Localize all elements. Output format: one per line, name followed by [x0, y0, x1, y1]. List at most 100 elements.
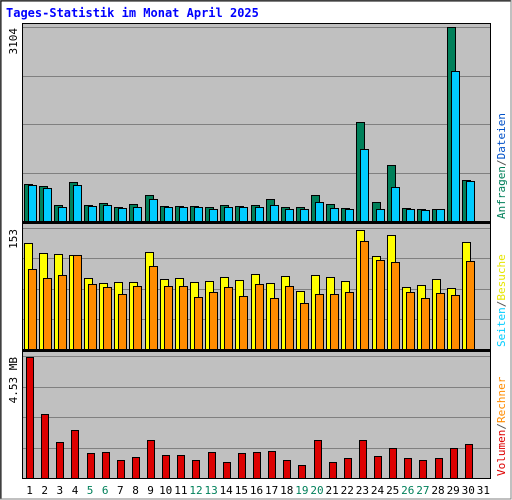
bar-volumen-day-10 — [162, 455, 170, 479]
y-max-label-bottom: 4.53 MB — [7, 357, 20, 404]
bar-dateien-day-6 — [103, 205, 112, 222]
x-tick-label-day-31: 31 — [477, 484, 490, 497]
bar-seiten-day-21 — [330, 294, 339, 350]
bar-seiten-day-28 — [436, 293, 445, 350]
x-tick-label-day-5: 5 — [87, 484, 94, 497]
x-tick-label-day-28: 28 — [431, 484, 444, 497]
bar-dateien-day-5 — [88, 206, 97, 222]
x-tick-label-day-6: 6 — [102, 484, 109, 497]
bar-volumen-day-1 — [26, 357, 34, 479]
grid-layer — [22, 27, 491, 449]
bar-volumen-day-25 — [389, 448, 397, 479]
bar-volumen-day-16 — [253, 452, 261, 479]
bar-seiten-day-1 — [28, 269, 37, 350]
plot-area — [22, 23, 491, 479]
side-legend: Anfragen/DateienSeiten/BesucheVolumen/Re… — [495, 113, 508, 476]
bar-seiten-day-20 — [315, 294, 324, 350]
x-tick-label-day-7: 7 — [117, 484, 124, 497]
y-axis-max-labels: 3104 153 4.53 MB — [7, 28, 20, 404]
x-tick-label-day-21: 21 — [325, 484, 338, 497]
bar-volumen-day-24 — [374, 456, 382, 479]
bar-seiten-day-22 — [345, 292, 354, 350]
bar-volumen-day-4 — [71, 430, 79, 479]
bar-volumen-day-2 — [41, 414, 49, 479]
bar-seiten-day-30 — [466, 261, 475, 350]
bar-volumen-day-28 — [435, 458, 443, 479]
x-tick-label-day-22: 22 — [341, 484, 354, 497]
side-legend-part: Anfragen — [495, 166, 508, 219]
bar-volumen-day-15 — [238, 453, 246, 479]
bar-volumen-day-18 — [283, 460, 291, 479]
bar-dateien-day-7 — [118, 208, 127, 222]
bar-volumen-day-21 — [329, 462, 337, 479]
side-legend-part: / — [495, 423, 508, 430]
bar-volumen-day-3 — [56, 442, 64, 479]
bar-dateien-day-4 — [73, 185, 82, 222]
x-tick-label-day-15: 15 — [235, 484, 248, 497]
side-legend-part: Besuche — [495, 254, 508, 300]
side-legend-part: / — [495, 159, 508, 166]
x-tick-label-day-26: 26 — [401, 484, 414, 497]
x-tick-label-day-9: 9 — [147, 484, 154, 497]
bar-volumen-day-5 — [87, 453, 95, 479]
bar-volumen-day-9 — [147, 440, 155, 479]
bar-dateien-day-22 — [345, 209, 354, 222]
x-tick-label-day-25: 25 — [386, 484, 399, 497]
bar-dateien-day-23 — [360, 149, 369, 222]
bar-volumen-day-20 — [314, 440, 322, 479]
panel-divider-2 — [22, 349, 491, 352]
bar-dateien-day-27 — [421, 210, 430, 222]
bar-volumen-day-14 — [223, 462, 231, 479]
x-tick-label-day-1: 1 — [26, 484, 33, 497]
bar-volumen-day-17 — [268, 451, 276, 479]
x-tick-label-day-17: 17 — [265, 484, 278, 497]
x-tick-label-day-3: 3 — [56, 484, 63, 497]
bar-seiten-day-26 — [406, 292, 415, 350]
bar-dateien-day-17 — [270, 205, 279, 222]
bar-volumen-day-29 — [450, 448, 458, 479]
bar-dateien-day-20 — [315, 202, 324, 222]
bar-volumen-day-6 — [102, 452, 110, 479]
side-legend-part: Rechner — [495, 376, 508, 423]
x-tick-label-day-10: 10 — [159, 484, 172, 497]
bar-volumen-day-13 — [208, 452, 216, 479]
side-legend-part: Seiten — [495, 307, 508, 347]
bar-seiten-day-15 — [239, 296, 248, 350]
bar-seiten-day-16 — [255, 284, 264, 350]
bar-seiten-day-10 — [164, 286, 173, 350]
side-legend-bottom: Volumen/Rechner — [495, 376, 508, 476]
bars-layer — [24, 27, 475, 479]
bar-dateien-day-24 — [376, 209, 385, 223]
x-axis-day-labels: 1 2 3 4 5 6 7 8 9 10 11 12 13 14 15 16 17 18 19 20 21 22 23 24 2… — [26, 484, 490, 497]
x-tick-label-day-19: 19 — [295, 484, 308, 497]
bar-dateien-day-2 — [43, 188, 52, 222]
plot-border — [22, 23, 491, 479]
bar-seiten-day-12 — [194, 297, 203, 350]
bar-seiten-day-9 — [149, 266, 158, 350]
bar-dateien-day-16 — [255, 207, 264, 222]
x-tick-label-day-16: 16 — [250, 484, 263, 497]
x-tick-label-day-8: 8 — [132, 484, 139, 497]
bar-dateien-day-19 — [300, 209, 309, 223]
bar-seiten-day-19 — [300, 303, 309, 350]
bar-seiten-day-2 — [43, 278, 52, 350]
bar-volumen-day-11 — [177, 455, 185, 479]
bar-volumen-day-26 — [404, 458, 412, 479]
x-tick-label-day-23: 23 — [356, 484, 369, 497]
bar-seiten-day-14 — [224, 287, 233, 350]
bar-seiten-day-29 — [451, 295, 460, 350]
bar-dateien-day-28 — [436, 209, 445, 222]
bar-dateien-day-8 — [133, 207, 142, 222]
bar-volumen-day-8 — [132, 457, 140, 479]
side-legend-part: Volumen — [495, 430, 508, 476]
x-tick-label-day-4: 4 — [72, 484, 79, 497]
x-tick-label-day-29: 29 — [447, 484, 460, 497]
bar-volumen-day-22 — [344, 458, 352, 479]
bar-dateien-day-11 — [179, 207, 188, 222]
bar-dateien-day-21 — [330, 208, 339, 222]
panel-divider-1 — [22, 221, 491, 224]
bar-seiten-day-6 — [103, 287, 112, 350]
side-legend-top: Anfragen/Dateien — [495, 113, 508, 219]
